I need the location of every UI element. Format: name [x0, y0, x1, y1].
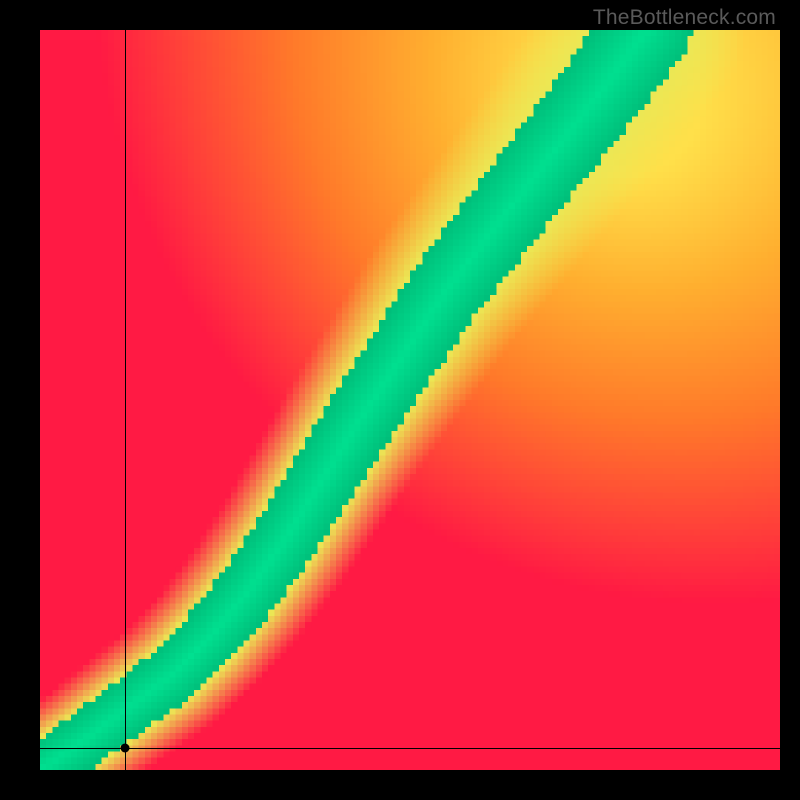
crosshair-horizontal [40, 748, 780, 749]
crosshair-vertical [125, 30, 126, 770]
selection-marker [121, 743, 130, 752]
watermark: TheBottleneck.com [593, 6, 776, 30]
heatmap-canvas [40, 30, 780, 770]
bottleneck-heatmap [40, 30, 780, 770]
